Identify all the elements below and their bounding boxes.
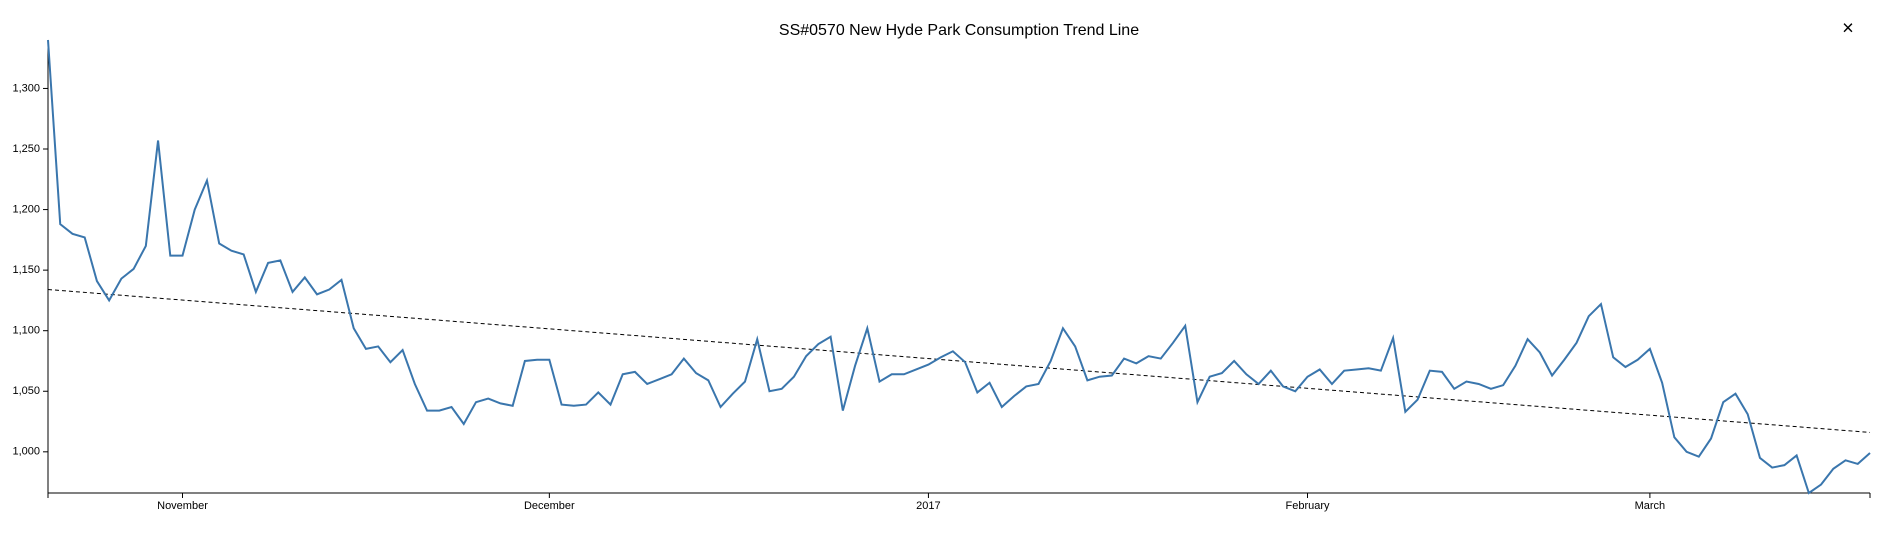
close-button[interactable]: × <box>1842 17 1854 39</box>
x-tick-label: November <box>157 500 208 512</box>
y-tick-label: 1,100 <box>12 325 40 337</box>
x-tick-label: December <box>524 500 575 512</box>
x-tick-label: March <box>1635 500 1666 512</box>
y-tick-label: 1,300 <box>12 82 40 94</box>
y-tick-label: 1,200 <box>12 203 40 215</box>
y-tick-label: 1,150 <box>12 264 40 276</box>
x-tick-label: February <box>1285 500 1330 512</box>
y-tick-label: 1,050 <box>12 385 40 397</box>
y-tick-label: 1,250 <box>12 143 40 155</box>
data-line <box>47 39 1871 495</box>
y-tick-label: 1,000 <box>12 446 40 458</box>
trend-line <box>47 289 1871 433</box>
x-tick-label: 2017 <box>916 500 940 512</box>
chart-title: SS#0570 New Hyde Park Consumption Trend … <box>779 22 1139 39</box>
